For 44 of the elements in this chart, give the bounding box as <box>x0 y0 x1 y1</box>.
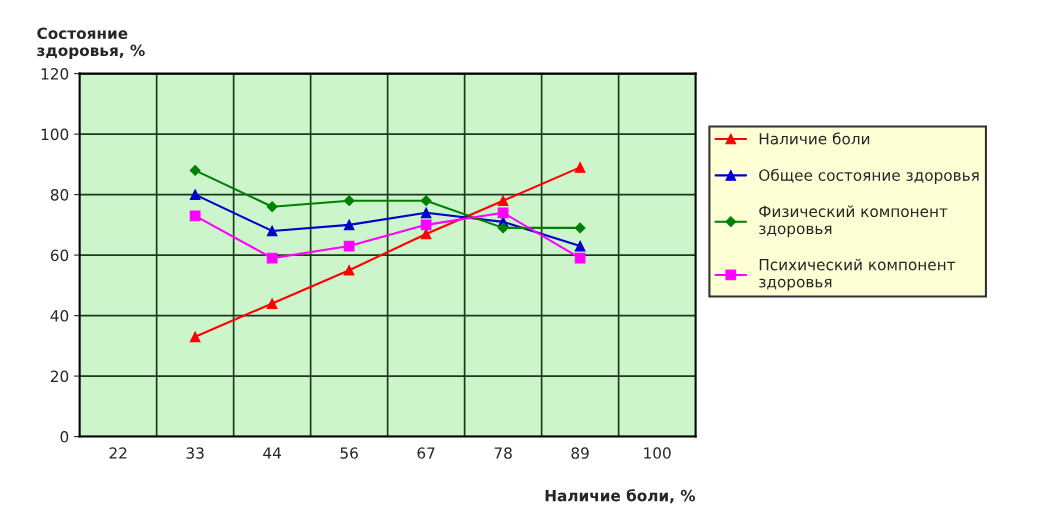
point <box>574 162 586 173</box>
y-tick-label: 20 <box>50 370 69 383</box>
x-tick-label: 100 <box>644 447 671 459</box>
point <box>420 219 432 231</box>
x-tick-label: 44 <box>263 447 281 459</box>
point <box>343 219 355 231</box>
point <box>574 252 586 264</box>
y-tick-label: 60 <box>50 249 69 262</box>
x-tick-label: 33 <box>186 447 204 459</box>
x-tick-label: 67 <box>417 447 435 459</box>
point <box>266 252 278 264</box>
point <box>266 201 278 213</box>
point <box>343 240 355 252</box>
point <box>497 207 509 219</box>
legend-label: Психический компонент здоровья <box>759 258 956 291</box>
point <box>497 195 509 207</box>
y-tick-label: 100 <box>41 128 69 141</box>
x-tick-label: 89 <box>571 447 589 459</box>
legend-label: Наличие боли <box>759 132 870 145</box>
point <box>189 189 201 200</box>
point <box>189 331 201 343</box>
point <box>189 210 201 222</box>
point <box>189 164 201 176</box>
point <box>420 228 432 240</box>
point <box>420 195 432 207</box>
y-tick-label: 0 <box>60 431 69 443</box>
y-tick-label: 120 <box>41 68 69 80</box>
point <box>420 207 432 219</box>
point <box>343 195 355 207</box>
x-tick-label: 56 <box>340 447 358 459</box>
x-axis-title: Наличие боли, % <box>545 489 696 504</box>
point <box>266 298 278 309</box>
legend-label: Физический компонент здоровья <box>759 205 948 238</box>
point <box>266 225 278 237</box>
y-tick-label: 40 <box>50 310 69 322</box>
point <box>343 264 355 276</box>
y-tick-label: 80 <box>50 189 69 201</box>
point <box>574 240 586 252</box>
legend-label: Общее состояние здоровья <box>759 168 979 184</box>
x-tick-label: 78 <box>494 447 512 459</box>
point <box>497 222 509 234</box>
y-axis-title: Состояние здоровья, % <box>37 27 145 60</box>
point <box>574 222 586 234</box>
x-tick-label: 22 <box>109 447 127 459</box>
